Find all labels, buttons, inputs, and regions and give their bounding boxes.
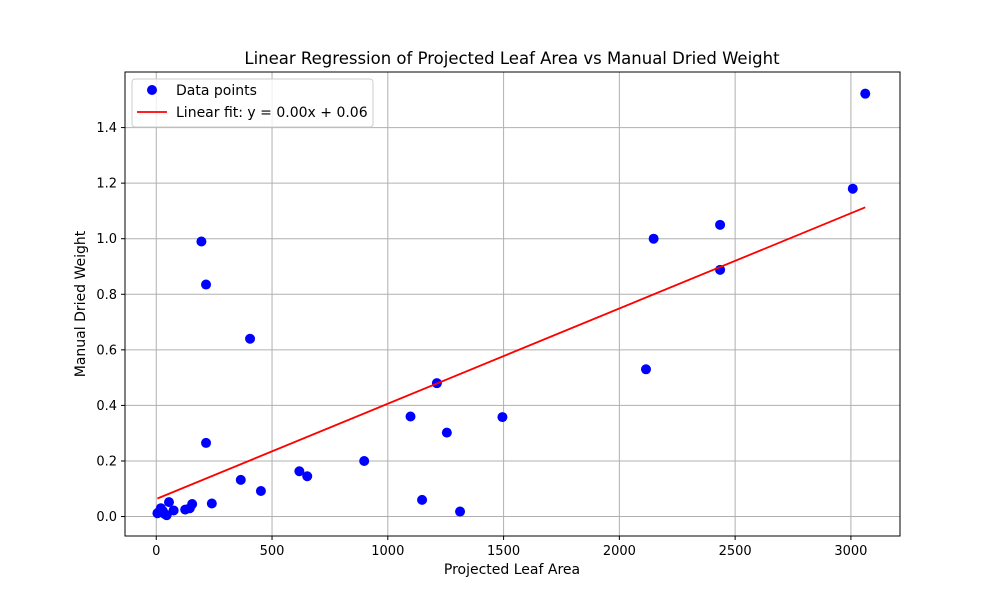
- y-tick-label: 0.2: [96, 454, 117, 469]
- data-point: [294, 466, 305, 477]
- y-tick-label: 1.2: [96, 177, 117, 192]
- y-tick-label: 1.0: [96, 232, 117, 247]
- y-tick-label: 0.4: [96, 399, 117, 414]
- data-point: [359, 455, 370, 466]
- data-point: [302, 471, 313, 482]
- grid: [125, 72, 900, 536]
- data-point: [405, 411, 416, 422]
- data-point: [163, 497, 174, 508]
- data-point: [206, 498, 217, 509]
- data-point: [455, 506, 466, 517]
- data-point: [187, 499, 198, 510]
- legend-label-linear-fit: Linear fit: y = 0.00x + 0.06: [176, 105, 368, 121]
- plot-area-frame: [124, 71, 901, 537]
- chart-title: Linear Regression of Projected Leaf Area…: [244, 49, 780, 68]
- data-point: [640, 364, 651, 375]
- y-axis: 0.0 0.2 0.4 0.6 0.8 1.0 1.2 1.4: [96, 121, 125, 525]
- x-tick-label: 3000: [834, 544, 867, 559]
- data-point: [196, 236, 207, 247]
- data-point: [245, 333, 256, 344]
- data-point: [860, 88, 871, 99]
- y-tick-label: 0.8: [96, 288, 117, 303]
- data-point: [417, 494, 428, 505]
- data-point: [201, 279, 212, 290]
- legend: Data points Linear fit: y = 0.00x + 0.06: [131, 78, 374, 128]
- x-axis: 0 500 1000 1500 2000 2500 3000: [152, 536, 867, 559]
- legend-scatter-marker: [147, 85, 157, 95]
- data-point: [847, 183, 858, 194]
- y-tick-label: 0.0: [96, 510, 117, 525]
- x-tick-label: 1500: [487, 544, 520, 559]
- legend-label-data-points: Data points: [176, 83, 257, 99]
- regression-line: [157, 206, 866, 500]
- data-point: [201, 437, 212, 448]
- data-point: [168, 505, 179, 516]
- x-tick-label: 0: [152, 544, 160, 559]
- data-point: [715, 219, 726, 230]
- series-layer: [152, 88, 871, 521]
- data-point: [648, 233, 659, 244]
- data-point: [497, 412, 508, 423]
- data-point: [235, 474, 246, 485]
- y-tick-label: 1.4: [96, 121, 117, 136]
- data-point: [255, 485, 266, 496]
- y-axis-title: Manual Dried Weight: [73, 230, 89, 377]
- data-point: [441, 427, 452, 438]
- x-tick-label: 500: [260, 544, 285, 559]
- x-tick-label: 2500: [719, 544, 752, 559]
- x-tick-label: 2000: [603, 544, 636, 559]
- x-axis-title: Projected Leaf Area: [444, 562, 580, 578]
- x-tick-label: 1000: [371, 544, 404, 559]
- legend-box: [131, 78, 374, 128]
- y-tick-label: 0.6: [96, 343, 117, 358]
